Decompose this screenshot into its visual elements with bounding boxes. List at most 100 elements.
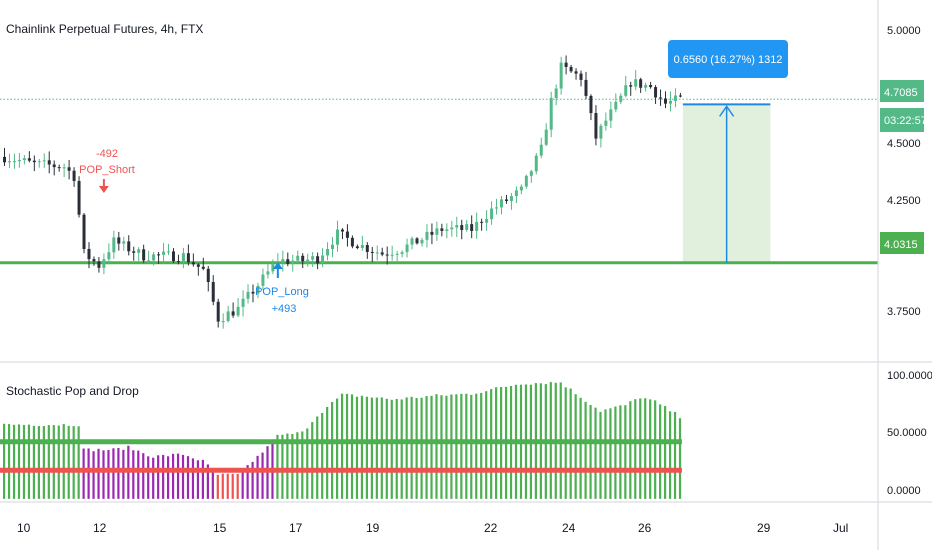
candle-body bbox=[629, 85, 633, 87]
candle-body bbox=[201, 266, 205, 269]
candle-body bbox=[32, 160, 36, 163]
long-signal-value: +493 bbox=[272, 303, 297, 315]
oscillator-bar bbox=[445, 395, 448, 499]
candle-body bbox=[619, 95, 623, 102]
candle-body bbox=[559, 62, 563, 89]
candle-body bbox=[405, 244, 409, 253]
candle-body bbox=[500, 199, 503, 208]
oscillator-bar bbox=[395, 399, 398, 499]
candle-body bbox=[475, 221, 479, 231]
oscillator-bar bbox=[7, 424, 11, 499]
oscillator-bar bbox=[142, 453, 145, 499]
price-range-measure[interactable]: 0.6560 (16.27%) 1312 bbox=[668, 40, 788, 263]
candle-body bbox=[72, 170, 76, 181]
candle-body bbox=[624, 85, 628, 96]
candle-body bbox=[3, 156, 6, 163]
candle-body bbox=[564, 62, 568, 67]
oscillator-bar bbox=[276, 434, 279, 499]
oscillator-axis[interactable]: 100.0000 50.0000 0.0000 bbox=[887, 370, 932, 497]
oscillator-bar bbox=[405, 397, 408, 499]
indicator-title: Stochastic Pop and Drop bbox=[6, 384, 139, 398]
oscillator-bar bbox=[430, 395, 433, 499]
oscillator-pane[interactable] bbox=[0, 382, 682, 499]
oscillator-bar bbox=[480, 392, 483, 499]
time-axis[interactable]: 10 12 15 17 19 22 24 26 29 Jul bbox=[17, 521, 848, 535]
candle-body bbox=[465, 224, 469, 230]
candle-body bbox=[37, 161, 41, 163]
candle-body bbox=[137, 249, 141, 253]
oscillator-bar bbox=[326, 406, 329, 499]
candle-body bbox=[360, 245, 364, 249]
candle-body bbox=[365, 245, 369, 252]
oscillator-bar bbox=[32, 425, 36, 499]
oscillator-bar bbox=[345, 393, 349, 499]
price-tick-label: 5.0000 bbox=[887, 25, 921, 37]
oscillator-bar bbox=[316, 416, 319, 499]
price-tick-label: 3.7500 bbox=[887, 306, 921, 318]
countdown-tag bbox=[880, 108, 924, 132]
candle-body bbox=[634, 79, 638, 87]
candle-body bbox=[599, 125, 603, 139]
candle-body bbox=[420, 239, 424, 244]
candle-body bbox=[549, 97, 553, 130]
candle-body bbox=[534, 155, 538, 172]
oscillator-bar bbox=[171, 453, 175, 499]
oscillator-bar bbox=[301, 431, 304, 499]
candle-body bbox=[132, 251, 136, 253]
candle-body bbox=[62, 167, 66, 169]
candle-body bbox=[490, 208, 494, 220]
oscillator-bar bbox=[261, 452, 264, 499]
measure-label-box bbox=[668, 40, 788, 78]
candle-body bbox=[514, 190, 518, 197]
oscillator-bar bbox=[137, 450, 140, 499]
candle-body bbox=[167, 251, 171, 253]
oscillator-bar bbox=[97, 448, 100, 499]
candle-body bbox=[519, 186, 523, 191]
price-axis[interactable]: 5.0000 4.5000 4.2500 3.7500 4.7085 03:22… bbox=[880, 25, 927, 318]
oscillator-bar bbox=[37, 426, 40, 499]
oscillator-bar bbox=[624, 405, 627, 499]
oscillator-bar bbox=[12, 424, 16, 499]
oscillator-bar bbox=[614, 406, 617, 499]
candle-body bbox=[614, 101, 618, 110]
oscillator-bar bbox=[162, 454, 165, 499]
support-level-tag bbox=[880, 232, 924, 254]
oscillator-bar bbox=[664, 406, 667, 499]
oscillator-tick-label: 100.0000 bbox=[887, 370, 932, 382]
candle-body bbox=[544, 129, 548, 145]
time-tick-label: 10 bbox=[17, 521, 31, 535]
candle-body bbox=[42, 160, 46, 162]
countdown-label: 03:22:57 bbox=[884, 115, 927, 127]
candle-body bbox=[221, 321, 225, 323]
candle-body bbox=[331, 244, 335, 250]
candle-body bbox=[664, 98, 668, 104]
candle-body bbox=[440, 228, 444, 231]
price-tick-label: 4.2500 bbox=[887, 195, 921, 207]
time-tick-label: 22 bbox=[484, 521, 498, 535]
oscillator-bar bbox=[584, 401, 587, 499]
oscillator-bar bbox=[425, 396, 428, 499]
oscillator-bar bbox=[17, 424, 21, 499]
oscillator-bar bbox=[375, 397, 378, 499]
candle-body bbox=[122, 241, 126, 244]
oscillator-bar bbox=[355, 396, 359, 499]
oscillator-bar bbox=[599, 411, 602, 499]
oscillator-bar bbox=[639, 398, 642, 499]
oscillator-bar bbox=[678, 418, 682, 499]
time-tick-label: 12 bbox=[93, 521, 107, 535]
candle-body bbox=[92, 259, 96, 262]
oscillator-bar bbox=[176, 453, 180, 499]
candle-body bbox=[659, 97, 663, 99]
oscillator-bar bbox=[62, 424, 65, 499]
oscillator-bar bbox=[335, 398, 339, 499]
candle-body bbox=[236, 306, 240, 316]
candle-body bbox=[251, 291, 255, 294]
time-tick-label: 24 bbox=[562, 521, 576, 535]
candle-body bbox=[211, 282, 215, 302]
oscillator-bar bbox=[181, 454, 185, 499]
candle-body bbox=[301, 255, 305, 262]
oscillator-tick-label: 0.0000 bbox=[887, 485, 921, 497]
candle-body bbox=[529, 171, 533, 176]
candle-body bbox=[52, 164, 56, 168]
